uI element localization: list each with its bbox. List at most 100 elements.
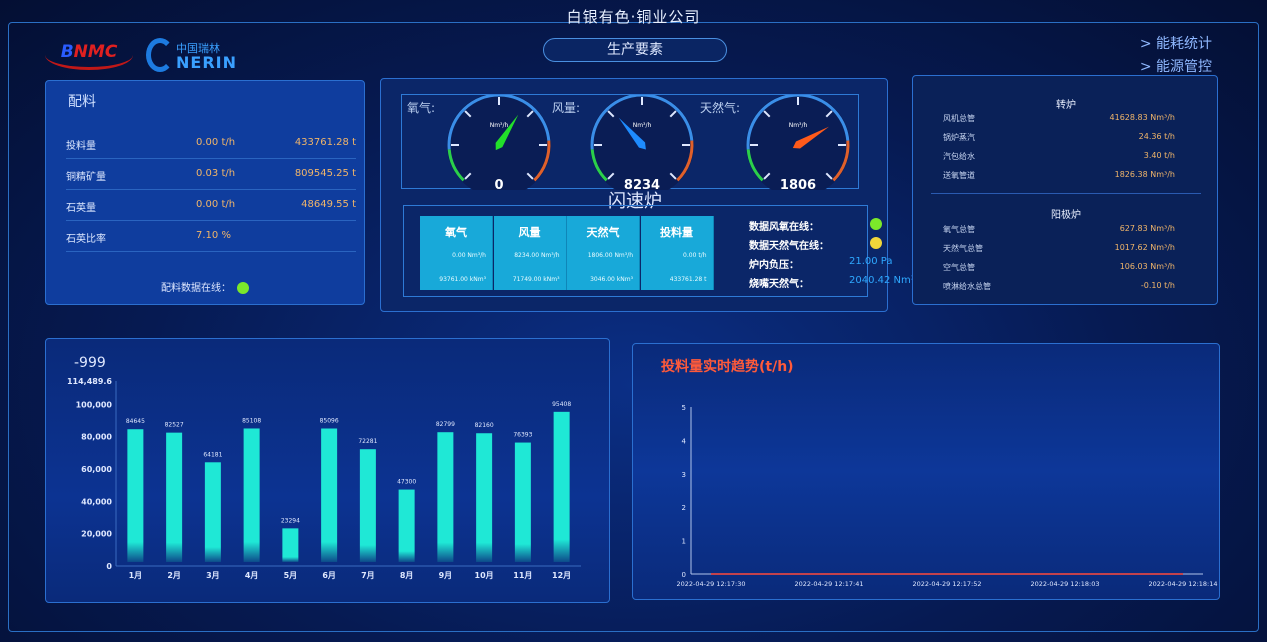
gauge-needle bbox=[495, 114, 519, 151]
y-tick-label: 1 bbox=[682, 538, 686, 546]
furnace-status-row: 烧嘴天然气： 2040.42 Nm³/h bbox=[749, 275, 924, 290]
y-tick-label: 3 bbox=[682, 471, 686, 479]
bar bbox=[243, 428, 260, 562]
gauge-needle bbox=[792, 126, 829, 149]
anode-row: 天然气总管 1017.62 Nm³/h bbox=[943, 243, 1175, 254]
converter-row: 锅炉蒸汽 24.36 t/h bbox=[943, 132, 1175, 143]
column-rate: 0.00 t/h bbox=[683, 252, 707, 259]
bar bbox=[437, 432, 454, 562]
chart-title: -999 bbox=[74, 355, 106, 371]
nav-energy-control[interactable]: > 能源管控 bbox=[1139, 59, 1212, 75]
nerin-logo: 中国瑞林 NERIN bbox=[146, 38, 256, 74]
column-header: 氧气 bbox=[445, 226, 467, 239]
row-label: 石英量 bbox=[66, 203, 96, 214]
bar-value-label: 95408 bbox=[552, 401, 571, 408]
gauge-label: 天然气: bbox=[700, 101, 741, 115]
row-label: 氧气总管 bbox=[943, 225, 975, 234]
bar-value-label: 82527 bbox=[165, 422, 184, 429]
x-tick-label: 1月 bbox=[129, 571, 143, 580]
gauge-label: 风量: bbox=[552, 101, 581, 115]
x-tick-label: 2022-04-29 12:18:14 bbox=[1148, 580, 1217, 588]
bar-value-label: 72281 bbox=[358, 438, 377, 445]
batching-row: 石英量 0.00 t/h 48649.55 t bbox=[66, 191, 356, 221]
batching-panel: 配料 投料量 0.00 t/h 433761.28 t 铜精矿量 0.03 t/h 809… bbox=[45, 80, 365, 305]
x-tick-label: 2022-04-29 12:17:30 bbox=[676, 580, 745, 588]
anode-row: 氧气总管 627.83 Nm³/h bbox=[943, 224, 1175, 235]
column-header: 投料量 bbox=[660, 226, 693, 239]
row-total: 433761.28 t bbox=[294, 137, 356, 148]
furnace-status-row: 数据天然气在线： bbox=[749, 237, 882, 252]
column-header: 风量 bbox=[518, 226, 541, 239]
bar-value-label: 85096 bbox=[320, 417, 339, 424]
furnace-table-column: 氧气 0.00 Nm³/h 93761.00 kNm³ bbox=[420, 216, 493, 290]
x-tick-label: 2022-04-29 12:17:41 bbox=[794, 580, 863, 588]
bar bbox=[321, 428, 338, 562]
bar-value-label: 64181 bbox=[203, 451, 222, 458]
row-rate: 0.00 t/h bbox=[196, 199, 236, 210]
row-label: 石英比率 bbox=[66, 234, 106, 245]
bar bbox=[398, 489, 415, 562]
gauge: Nm³/h 0 bbox=[447, 93, 551, 197]
y-tick-label: 0 bbox=[682, 571, 686, 579]
x-tick-label: 7月 bbox=[361, 571, 375, 580]
dashboard-frame bbox=[8, 22, 1259, 632]
column-total: 433761.28 t bbox=[669, 276, 707, 283]
y-tick-label: 5 bbox=[682, 404, 686, 412]
y-tick-label: 114,489.6 bbox=[67, 377, 112, 386]
anode-row: 喷淋给水总管 -0.10 t/h bbox=[943, 281, 1175, 292]
gauge-unit: Nm³/h bbox=[789, 122, 808, 129]
column-total: 93761.00 kNm³ bbox=[439, 276, 486, 283]
bar-value-label: 76393 bbox=[513, 432, 532, 439]
batching-row: 铜精矿量 0.03 t/h 809545.25 t bbox=[66, 160, 356, 190]
row-label: 铜精矿量 bbox=[66, 172, 106, 183]
nav-energy-stats[interactable]: > 能耗统计 bbox=[1139, 36, 1212, 52]
furnace-status-row: 炉内负压： 21.00 Pa bbox=[749, 256, 893, 271]
row-label: 空气总管 bbox=[943, 263, 975, 272]
x-tick-label: 2022-04-29 12:18:03 bbox=[1030, 580, 1099, 588]
converter-title: 转炉 bbox=[1056, 100, 1076, 111]
column-total: 71749.00 kNm³ bbox=[512, 276, 560, 283]
gauge-value: 8234 bbox=[624, 178, 660, 190]
y-tick-label: 40,000 bbox=[81, 497, 112, 506]
row-label: 喷淋给水总管 bbox=[943, 282, 991, 291]
converter-row: 风机总管 41628.83 Nm³/h bbox=[943, 113, 1175, 124]
bar bbox=[553, 411, 570, 562]
status-value: 21.00 Pa bbox=[849, 256, 893, 267]
row-label: 天然气总管 bbox=[943, 244, 983, 253]
gauge-value: 1806 bbox=[780, 178, 816, 190]
row-value: -0.10 t/h bbox=[1140, 281, 1175, 290]
row-value: 41628.83 Nm³/h bbox=[1109, 113, 1175, 122]
x-tick-label: 6月 bbox=[322, 571, 336, 580]
bar-value-label: 47300 bbox=[397, 479, 416, 486]
gauge-value: 0 bbox=[494, 178, 503, 190]
furnace-table: 氧气 0.00 Nm³/h 93761.00 kNm³ 风量 8234.00 Nm³/h… bbox=[403, 205, 924, 297]
bar bbox=[282, 528, 299, 562]
row-label: 送氧管道 bbox=[943, 171, 975, 180]
furnace-table-column: 天然气 1806.00 Nm³/h 3046.00 kNm³ bbox=[567, 216, 640, 290]
y-tick-label: 80,000 bbox=[81, 433, 112, 442]
row-value: 1826.38 Nm³/h bbox=[1114, 170, 1175, 179]
y-tick-label: 20,000 bbox=[81, 530, 112, 539]
tab-production-factors[interactable]: 生产要素 bbox=[543, 38, 727, 62]
bar bbox=[204, 462, 221, 562]
row-rate: 7.10 % bbox=[196, 230, 231, 241]
batching-online-status: 配料数据在线： bbox=[161, 279, 249, 294]
anode-row: 空气总管 106.03 Nm³/h bbox=[943, 262, 1175, 273]
x-tick-label: 8月 bbox=[400, 571, 414, 580]
bar bbox=[127, 429, 144, 562]
x-tick-label: 3月 bbox=[206, 571, 220, 580]
y-tick-label: 0 bbox=[106, 562, 112, 571]
gauge-unit: Nm³/h bbox=[633, 122, 652, 129]
row-rate: 0.03 t/h bbox=[196, 168, 236, 179]
column-header: 天然气 bbox=[586, 226, 620, 239]
column-rate: 0.00 Nm³/h bbox=[452, 252, 486, 259]
bar bbox=[476, 433, 493, 562]
chart-title: 投料量实时趋势(t/h) bbox=[661, 358, 794, 375]
row-value: 106.03 Nm³/h bbox=[1119, 262, 1175, 271]
x-tick-label: 2022-04-29 12:17:52 bbox=[912, 580, 981, 588]
y-tick-label: 60,000 bbox=[81, 465, 112, 474]
gauge-group: Nm³/h 0 Nm³/h 8234 Nm³/h 1806 氧气: 风量: 天然气: bbox=[401, 93, 859, 197]
furnace-table-column: 风量 8234.00 Nm³/h 71749.00 kNm³ bbox=[493, 216, 567, 290]
anode-title: 阳极炉 bbox=[1051, 210, 1081, 221]
furnace-title: 闪速炉 bbox=[608, 191, 662, 212]
